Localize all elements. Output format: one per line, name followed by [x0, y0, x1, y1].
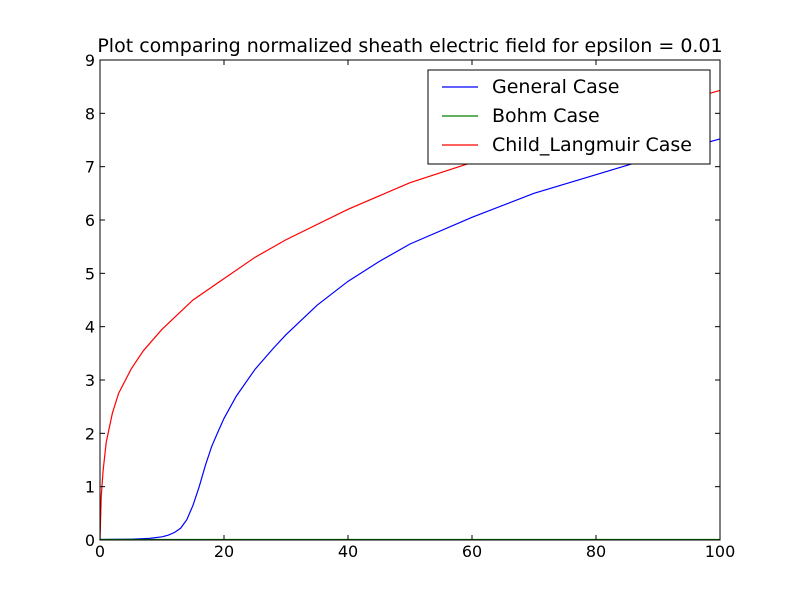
legend: General Case Bohm Case Child_Langmuir Case: [427, 69, 711, 165]
x-tick-label: 80: [586, 542, 606, 561]
x-tick-label: 100: [705, 542, 736, 561]
legend-frame: [427, 69, 711, 165]
y-tick-label: 1: [85, 478, 95, 497]
y-tick-label: 5: [85, 264, 95, 283]
chart-title: Plot comparing normalized sheath electri…: [97, 35, 722, 57]
x-tick-label: 0: [95, 542, 105, 561]
y-tick-label: 4: [85, 318, 95, 337]
x-tick-label: 40: [338, 542, 358, 561]
y-tick-label: 8: [85, 104, 95, 123]
legend-label-2: Bohm Case: [492, 105, 600, 127]
ticks-layer: 0 20 40 60 80 100 0 1 2 3 4 5 6 7 8 9: [85, 51, 735, 561]
series-line-1: [99, 138, 721, 541]
y-tick-label: 2: [85, 424, 95, 443]
x-tick-label: 20: [214, 542, 234, 561]
y-tick-label: 0: [85, 531, 95, 550]
y-tick-label: 9: [85, 51, 95, 70]
y-tick-label: 6: [85, 211, 95, 230]
legend-label-3: Child_Langmuir Case: [492, 134, 692, 156]
legend-items: General Case Bohm Case Child_Langmuir Case: [442, 76, 692, 156]
x-tick-label: 60: [462, 542, 482, 561]
y-tick-label: 7: [85, 158, 95, 177]
axes-frame: [99, 59, 721, 541]
y-tick-label: 3: [85, 371, 95, 390]
legend-label-1: General Case: [492, 76, 619, 98]
